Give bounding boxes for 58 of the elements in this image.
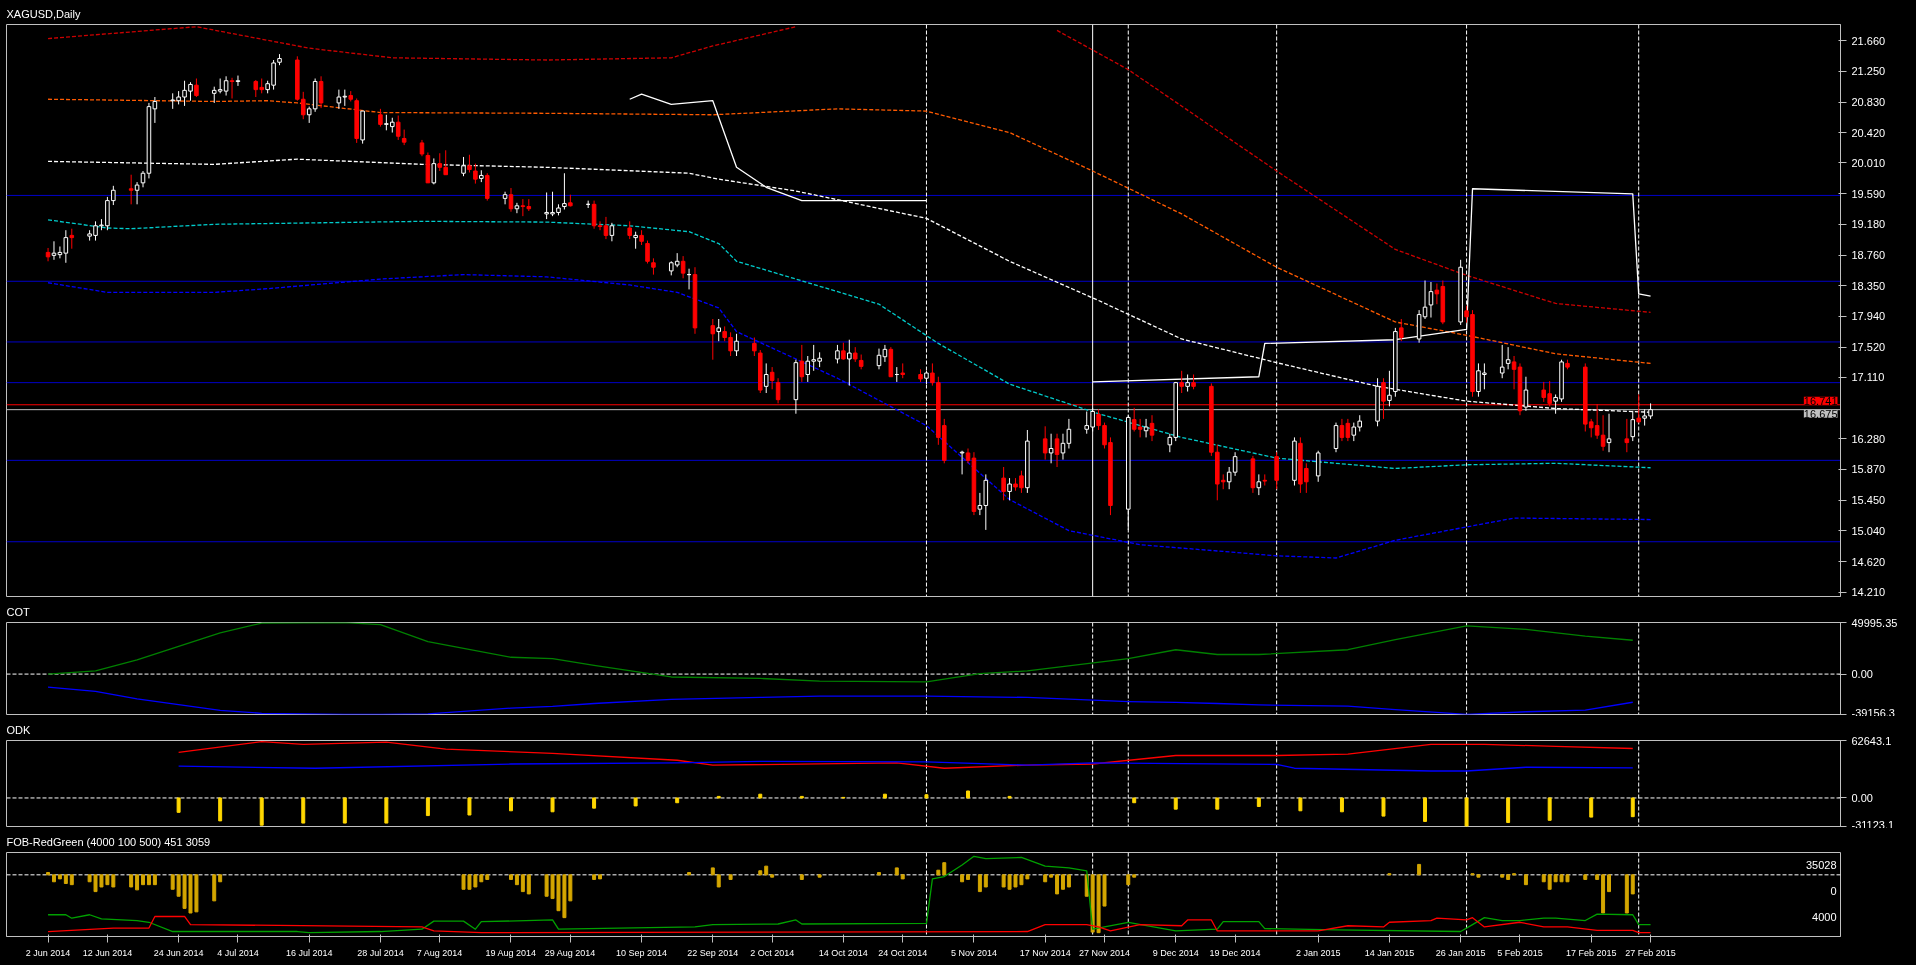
x-tick-label: 2 Oct 2014 — [750, 947, 795, 958]
x-tick-label: 5 Feb 2015 — [1497, 947, 1543, 958]
y-tick-label: 14.620 — [1851, 555, 1886, 568]
y-tick-label: 15.870 — [1851, 463, 1886, 476]
chart-title: ODK — [6, 723, 31, 736]
y-tick-label: 18.350 — [1851, 279, 1886, 292]
x-tick-label: 27 Nov 2014 — [1079, 947, 1131, 958]
annotation: 35028 — [1805, 858, 1837, 871]
x-tick-label: 17 Nov 2014 — [1019, 947, 1071, 958]
x-tick-label: 24 Oct 2014 — [878, 947, 928, 958]
y-tick-label: 15.450 — [1851, 494, 1886, 507]
y-tick-label: 17.520 — [1851, 341, 1886, 354]
y-tick-label: 21.250 — [1851, 65, 1886, 78]
ref-line-label: 16.741 — [1803, 394, 1838, 407]
x-tick-label: 22 Sep 2014 — [687, 947, 739, 958]
y-tick-label: 21.660 — [1851, 34, 1886, 47]
y-tick-label: 15.040 — [1851, 524, 1886, 537]
x-tick-label: 12 Jun 2014 — [82, 947, 133, 958]
x-tick-label: 14 Jan 2015 — [1364, 947, 1415, 958]
x-tick-label: 10 Sep 2014 — [616, 947, 668, 958]
y-tick-label: 49995.35 — [1851, 616, 1898, 629]
y-tick-label: 19.590 — [1851, 187, 1886, 200]
annotation: 0 — [1830, 884, 1837, 897]
chart-title: XAGUSD,Daily — [6, 7, 81, 20]
x-tick-label: 14 Oct 2014 — [818, 947, 868, 958]
y-tick-label: -39156.3 — [1851, 706, 1895, 719]
y-tick-label: 17.940 — [1851, 310, 1886, 323]
chart-title: FOB-RedGreen (4000 100 500) 451 3059 — [6, 835, 211, 848]
x-tick-label: 2 Jun 2014 — [25, 947, 71, 958]
x-tick-label: 24 Jun 2014 — [153, 947, 204, 958]
y-tick-label: 20.830 — [1851, 96, 1886, 109]
y-tick-label: 18.760 — [1851, 249, 1886, 262]
x-tick-label: 29 Aug 2014 — [544, 947, 596, 958]
x-tick-label: 19 Dec 2014 — [1209, 947, 1261, 958]
x-tick-label: 19 Aug 2014 — [485, 947, 537, 958]
y-tick-label: 16.280 — [1851, 432, 1886, 445]
y-tick-label: 14.210 — [1851, 586, 1886, 599]
x-tick-label: 27 Feb 2015 — [1625, 947, 1676, 958]
y-tick-label: 0.00 — [1851, 668, 1873, 681]
y-tick-label: -31123.1 — [1851, 818, 1895, 831]
y-tick-label: 19.180 — [1851, 218, 1886, 231]
x-tick-label: 16 Jul 2014 — [285, 947, 333, 958]
y-tick-label: 17.110 — [1851, 371, 1885, 384]
x-tick-label: 5 Nov 2014 — [950, 947, 997, 958]
chart-title: COT — [6, 605, 30, 618]
x-tick-label: 28 Jul 2014 — [357, 947, 404, 958]
x-tick-label: 9 Dec 2014 — [1152, 947, 1199, 958]
x-tick-label: 7 Aug 2014 — [416, 947, 463, 958]
y-tick-label: 20.010 — [1851, 156, 1886, 169]
x-tick-label: 2 Jan 2015 — [1295, 947, 1341, 958]
annotation: 4000 — [1812, 910, 1837, 923]
y-tick-label: 20.420 — [1851, 126, 1886, 139]
x-tick-label: 4 Jul 2014 — [217, 947, 259, 958]
y-tick-label: 0.00 — [1851, 791, 1873, 804]
x-tick-label: 17 Feb 2015 — [1565, 947, 1617, 958]
x-tick-label: 26 Jan 2015 — [1435, 947, 1486, 958]
y-tick-label: 62643.1 — [1851, 734, 1892, 747]
ref-line-label: 16.675 — [1803, 407, 1838, 420]
